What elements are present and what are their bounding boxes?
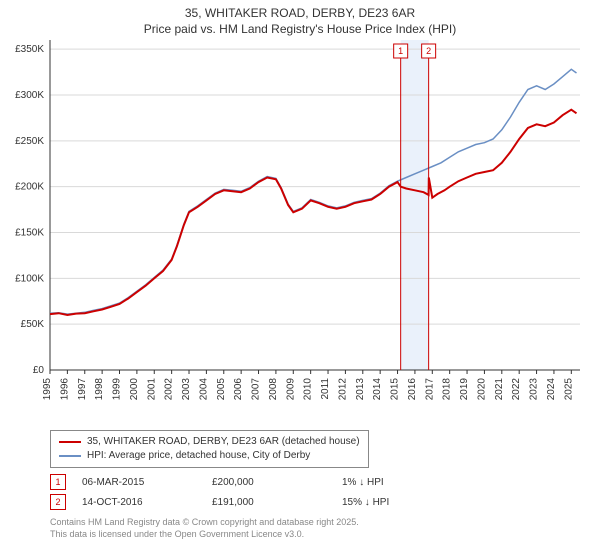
- chart-area: £0 £50K £100K £150K £200K £250K £300K £350K 1995…: [0, 40, 600, 420]
- title-line-1: 35, WHITAKER ROAD, DERBY, DE23 6AR: [0, 0, 600, 20]
- legend-label: HPI: Average price, detached house, City…: [87, 449, 310, 463]
- svg-text:2006: 2006: [233, 378, 244, 401]
- svg-text:2018: 2018: [442, 378, 453, 401]
- svg-text:2013: 2013: [355, 378, 366, 401]
- svg-text:2002: 2002: [164, 378, 175, 401]
- svg-text:£350K: £350K: [15, 44, 44, 55]
- legend-item: HPI: Average price, detached house, City…: [59, 449, 360, 463]
- legend-label: 35, WHITAKER ROAD, DERBY, DE23 6AR (deta…: [87, 435, 360, 449]
- svg-text:2: 2: [426, 46, 431, 56]
- svg-text:£250K: £250K: [15, 136, 44, 147]
- svg-text:2025: 2025: [563, 378, 574, 401]
- svg-text:2015: 2015: [390, 378, 401, 401]
- svg-text:2016: 2016: [407, 378, 418, 401]
- svg-text:2005: 2005: [216, 378, 227, 401]
- svg-text:2022: 2022: [511, 378, 522, 401]
- sale-flag-icon: 2: [50, 494, 66, 510]
- chart-svg: £0 £50K £100K £150K £200K £250K £300K £350K 1995…: [0, 40, 600, 420]
- footer: Contains HM Land Registry data © Crown c…: [50, 516, 359, 540]
- svg-text:1997: 1997: [77, 378, 88, 401]
- svg-text:2007: 2007: [251, 378, 262, 401]
- sales-table: 1 06-MAR-2015 £200,000 1% ↓ HPI 2 14-OCT…: [50, 472, 462, 512]
- svg-text:2011: 2011: [320, 378, 331, 400]
- sale-date: 06-MAR-2015: [82, 477, 212, 488]
- svg-text:2009: 2009: [285, 378, 296, 401]
- title-line-2: Price paid vs. HM Land Registry's House …: [0, 20, 600, 36]
- legend-item: 35, WHITAKER ROAD, DERBY, DE23 6AR (deta…: [59, 435, 360, 449]
- svg-text:2012: 2012: [337, 378, 348, 401]
- legend: 35, WHITAKER ROAD, DERBY, DE23 6AR (deta…: [50, 430, 369, 468]
- sale-diff: 15% ↓ HPI: [342, 497, 462, 508]
- svg-text:£0: £0: [33, 365, 45, 376]
- sale-price: £191,000: [212, 497, 342, 508]
- series-hpi: [50, 69, 577, 314]
- sale-diff: 1% ↓ HPI: [342, 477, 462, 488]
- svg-text:£300K: £300K: [15, 90, 44, 101]
- sales-row: 2 14-OCT-2016 £191,000 15% ↓ HPI: [50, 492, 462, 512]
- svg-text:2000: 2000: [129, 378, 140, 401]
- svg-text:1999: 1999: [112, 378, 123, 401]
- svg-text:2003: 2003: [181, 378, 192, 401]
- svg-text:£200K: £200K: [15, 182, 44, 193]
- chart-container: 35, WHITAKER ROAD, DERBY, DE23 6AR Price…: [0, 0, 600, 560]
- sale-date: 14-OCT-2016: [82, 497, 212, 508]
- sales-row: 1 06-MAR-2015 £200,000 1% ↓ HPI: [50, 472, 462, 492]
- svg-text:1: 1: [398, 46, 403, 56]
- svg-text:1998: 1998: [94, 378, 105, 401]
- svg-text:1995: 1995: [42, 378, 53, 401]
- svg-text:2014: 2014: [372, 378, 383, 401]
- svg-text:2017: 2017: [424, 378, 435, 401]
- svg-text:2021: 2021: [494, 378, 505, 401]
- svg-text:£50K: £50K: [21, 319, 45, 330]
- svg-text:2001: 2001: [146, 378, 157, 401]
- svg-text:2020: 2020: [476, 378, 487, 401]
- svg-text:2004: 2004: [198, 378, 209, 401]
- svg-text:2010: 2010: [303, 378, 314, 401]
- svg-text:2008: 2008: [268, 378, 279, 401]
- svg-text:2023: 2023: [529, 378, 540, 401]
- sale-flag-icon: 1: [50, 474, 66, 490]
- svg-text:£150K: £150K: [15, 228, 44, 239]
- footer-line-2: This data is licensed under the Open Gov…: [50, 528, 359, 540]
- svg-text:2019: 2019: [459, 378, 470, 401]
- svg-text:2024: 2024: [546, 378, 557, 401]
- footer-line-1: Contains HM Land Registry data © Crown c…: [50, 516, 359, 528]
- svg-text:£100K: £100K: [15, 273, 44, 284]
- legend-swatch: [59, 441, 81, 443]
- sale-price: £200,000: [212, 477, 342, 488]
- svg-text:1996: 1996: [59, 378, 70, 401]
- legend-swatch: [59, 455, 81, 457]
